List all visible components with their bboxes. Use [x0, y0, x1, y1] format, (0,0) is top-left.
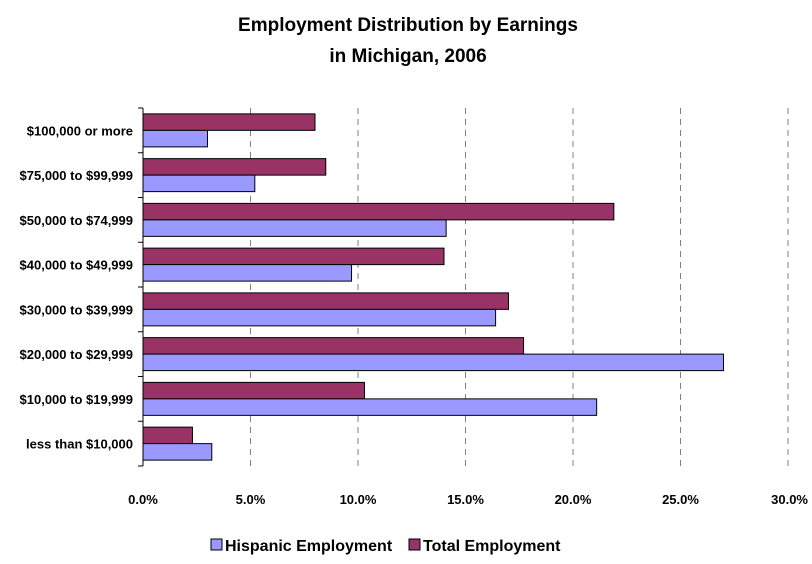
bar-total-employment [142, 381, 365, 400]
category-label: $10,000 to $19,999 [20, 392, 133, 407]
bar-total-employment [142, 113, 316, 131]
category-label: $40,000 to $49,999 [20, 258, 133, 273]
bar-hispanic-employment [142, 174, 256, 193]
x-tick-label: 25.0% [662, 492, 699, 507]
legend-label: Hispanic Employment [225, 538, 393, 555]
bars [142, 113, 724, 461]
x-tick-label: 5.0% [236, 492, 266, 507]
bar-hispanic-employment [142, 443, 213, 461]
x-tick-labels: 0.0% 5.0% 10.0% 15.0% 20.0% 25.0% 30.0% [128, 492, 808, 507]
legend: Hispanic Employment Total Employment [210, 538, 561, 555]
category-label: $75,000 to $99,999 [20, 168, 133, 183]
bar-total-employment [142, 292, 509, 310]
category-labels: $100,000 or more $75,000 to $99,999 $50,00… [20, 123, 133, 451]
bar-total-employment [142, 337, 525, 355]
bar-hispanic-employment [142, 308, 497, 327]
chart-title: Employment Distribution by Earnings [238, 15, 578, 36]
legend-swatch [408, 538, 421, 551]
bar-hispanic-employment [142, 398, 598, 416]
x-tick-label: 30.0% [771, 492, 808, 507]
bar-total-employment [142, 202, 615, 221]
category-label: less than $10,000 [26, 437, 133, 452]
bar-hispanic-employment [142, 353, 724, 372]
x-tick-label: 20.0% [555, 492, 592, 507]
bar-total-employment [142, 158, 327, 176]
bar-hispanic-employment [142, 129, 208, 148]
axes [138, 107, 144, 467]
x-tick-label: 10.0% [340, 492, 377, 507]
chart-subtitle: in Michigan, 2006 [329, 46, 486, 67]
bar-total-employment [142, 247, 445, 266]
bar-hispanic-employment [142, 219, 447, 237]
bar-hispanic-employment [142, 264, 353, 282]
category-label: $50,000 to $74,999 [20, 213, 133, 228]
legend-swatch [210, 538, 223, 551]
category-label: $100,000 or more [27, 123, 133, 138]
x-tick-label: 15.0% [447, 492, 484, 507]
x-tick-label: 0.0% [128, 492, 158, 507]
legend-label: Total Employment [423, 538, 561, 555]
category-label: $20,000 to $29,999 [20, 347, 133, 362]
category-label: $30,000 to $39,999 [20, 302, 133, 317]
bar-total-employment [142, 426, 193, 445]
